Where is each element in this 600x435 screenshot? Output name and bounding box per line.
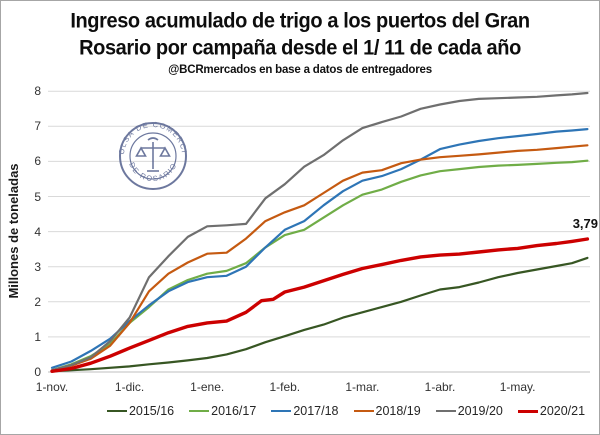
legend-item-2020-21: 2020/21 bbox=[517, 404, 586, 418]
legend-item-2018-19: 2018/19 bbox=[353, 404, 421, 418]
series-line-2015-16 bbox=[50, 256, 589, 373]
red-series-end-data-label: 3,79 bbox=[572, 216, 598, 231]
legend-swatch-2020-21 bbox=[517, 409, 538, 413]
logo-inner-ring bbox=[129, 132, 177, 180]
legend-swatch-2019-20 bbox=[435, 410, 456, 412]
logo-outer-ring bbox=[119, 122, 187, 190]
legend: 2015/16 2016/17 2017/18 2018/19 2019/20 2020/… bbox=[106, 404, 586, 418]
x-tick-label-may: 1-may. bbox=[499, 380, 536, 394]
legend-swatch-2016-17 bbox=[189, 410, 210, 412]
legend-swatch-2018-19 bbox=[353, 410, 374, 412]
y-tick-label-8: 8 bbox=[34, 84, 41, 99]
series-line-2019-20 bbox=[50, 91, 589, 372]
series-line-2017-18 bbox=[50, 128, 589, 369]
bolsa-comercio-rosario-watermark-logo: BOLSA DE COMERCIO DE ROSARIO bbox=[116, 119, 188, 190]
legend-item-2017-18: 2017/18 bbox=[271, 404, 339, 418]
x-tick-label-feb: 1-feb. bbox=[269, 380, 301, 394]
legend-label: 2015/16 bbox=[128, 404, 175, 418]
chart-title-block: Ingreso acumulado de trigo a los puertos… bbox=[1, 8, 599, 76]
legend-item-2019-20: 2019/20 bbox=[435, 404, 503, 418]
x-tick-label-nov: 1-nov. bbox=[35, 380, 69, 394]
series-line-2018-19 bbox=[50, 144, 589, 372]
chart-subtitle: @BCRmercados en base a datos de entregad… bbox=[168, 64, 432, 76]
y-tick-label-3: 3 bbox=[34, 259, 41, 274]
y-tick-label-4: 4 bbox=[34, 224, 41, 239]
x-tick-label-dic: 1-dic. bbox=[114, 380, 145, 394]
series-line-2016-17 bbox=[50, 159, 589, 372]
y-tick-label-5: 5 bbox=[34, 189, 41, 204]
chart-title-line1: Ingreso acumulado de trigo a los puertos… bbox=[70, 9, 530, 33]
legend-swatch-2017-18 bbox=[271, 410, 292, 412]
legend-swatch-2015-16 bbox=[106, 410, 127, 412]
x-tick-label-abr: 1-abr. bbox=[424, 380, 456, 394]
legend-label: 2016/17 bbox=[211, 404, 257, 418]
chart-title-line2: Rosario por campaña desde el 1/ 11 de ca… bbox=[79, 36, 521, 60]
legend-item-2015-16: 2015/16 bbox=[106, 404, 175, 418]
y-tick-label-1: 1 bbox=[34, 329, 41, 344]
x-tick-label-ene: 1-ene. bbox=[190, 380, 225, 394]
legend-item-2016-17: 2016/17 bbox=[189, 404, 256, 418]
y-tick-label-0: 0 bbox=[34, 365, 41, 379]
y-tick-label-7: 7 bbox=[34, 119, 41, 134]
legend-label: 2019/20 bbox=[457, 404, 503, 418]
x-tick-label-mar: 1-mar. bbox=[345, 380, 380, 394]
scales-icon bbox=[135, 137, 171, 172]
y-tick-label-6: 6 bbox=[34, 154, 41, 169]
legend-label: 2018/19 bbox=[375, 404, 421, 418]
legend-label: 2020/21 bbox=[539, 404, 586, 418]
legend-label: 2017/18 bbox=[293, 404, 339, 418]
y-tick-label-2: 2 bbox=[34, 294, 41, 309]
series-line-2020-21 bbox=[50, 237, 590, 373]
